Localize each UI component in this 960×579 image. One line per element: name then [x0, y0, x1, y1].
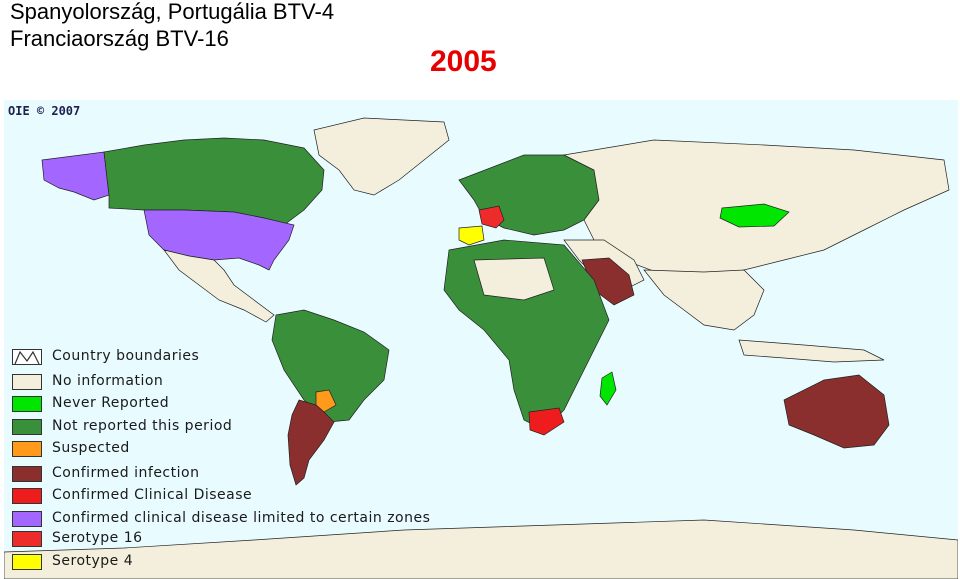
legend-swatch-boundaries [12, 349, 42, 365]
region-mexico [163, 249, 275, 323]
region-south-america [271, 309, 390, 423]
year-label: 2005 [430, 45, 497, 78]
title-line-1: Spanyolország, Portugália BTV-4 [10, 0, 335, 24]
region-argentina [287, 399, 335, 486]
region-canada [103, 137, 325, 226]
world-map [4, 100, 958, 579]
legend-label: Not reported this period [52, 418, 233, 434]
legend-label: Confirmed infection [52, 465, 200, 481]
region-mongolia [719, 203, 790, 228]
legend-label: Suspected [52, 440, 130, 456]
region-madagascar [599, 371, 617, 406]
legend-label: Country boundaries [52, 348, 200, 364]
legend-label: Never Reported [52, 395, 170, 411]
legend-label: Serotype 16 [52, 530, 143, 546]
legend-label: Confirmed clinical disease limited to ce… [52, 510, 431, 526]
map-credit: OIE © 2007 [8, 104, 81, 118]
legend-label: No information [52, 373, 164, 389]
boundary-icon [14, 350, 40, 365]
region-paraguay [315, 389, 337, 413]
legend-label: Serotype 4 [52, 553, 134, 569]
region-australia [783, 374, 890, 449]
region-sahara [473, 257, 555, 301]
region-south-africa [528, 407, 565, 436]
legend-label: Confirmed Clinical Disease [52, 487, 253, 503]
region-france [478, 205, 505, 229]
legend-swatch [12, 554, 42, 570]
legend-swatch [12, 374, 42, 390]
region-greenland [313, 117, 450, 196]
region-south-asia [643, 269, 765, 331]
region-antarctica [4, 519, 958, 579]
title-line-2: Franciaország BTV-16 [10, 26, 229, 51]
legend-swatch [12, 396, 42, 412]
legend-swatch [12, 488, 42, 504]
legend-swatch [12, 511, 42, 527]
region-indonesia [738, 339, 885, 363]
legend-swatch [12, 441, 42, 457]
legend-swatch [12, 531, 42, 547]
region-iberia [458, 225, 485, 246]
legend-swatch [12, 419, 42, 435]
legend-swatch [12, 466, 42, 482]
